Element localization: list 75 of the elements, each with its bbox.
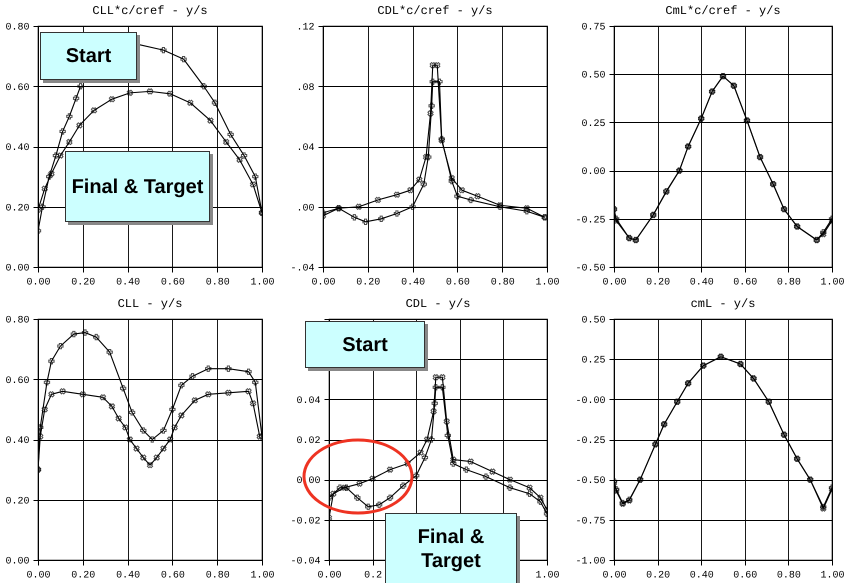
x-tick-label: 0.2 (364, 570, 382, 582)
y-tick-label: 0.60 (5, 82, 30, 94)
y-tick-label: 0.50 (581, 316, 606, 326)
x-tick-label: 0.60 (733, 570, 758, 582)
x-tick-label: 1.00 (535, 278, 560, 288)
y-tick-label: 0.40 (5, 143, 30, 154)
y-tick-label: 0.50 (581, 70, 606, 82)
callout-box: Start (40, 32, 137, 80)
x-tick-label: 0.40 (401, 278, 426, 288)
x-tick-label: 0.00 (26, 570, 51, 582)
y-tick-label: 0.20 (5, 496, 30, 508)
x-tick-label: 0.00 (602, 570, 627, 582)
x-tick-label: 0.60 (160, 278, 185, 288)
x-tick-label: 0.20 (646, 278, 670, 288)
x-tick-label: 1.00 (250, 570, 275, 582)
y-tick-label: 0.00 (581, 167, 606, 178)
x-tick-label: 0.00 (311, 278, 336, 288)
x-tick-label: 0.20 (646, 570, 670, 582)
y-tick-label: .12 (296, 22, 314, 34)
y-tick-label: 0.40 (5, 436, 30, 447)
y-tick-label: .00 (296, 203, 314, 214)
y-tick-label: -0.04 (290, 556, 320, 568)
y-tick-label: 0.80 (5, 316, 30, 326)
callout-box: Final & Target (385, 513, 517, 583)
y-tick-label: -0.50 (575, 264, 606, 274)
y-tick-label: 0.25 (581, 356, 606, 367)
chart-title: CmL*c/cref - y/s (665, 4, 781, 18)
callout-box: Final & Target (65, 151, 210, 222)
x-tick-label: 0.80 (206, 278, 230, 288)
callout-box: Start (305, 321, 425, 368)
y-tick-label: -0.25 (575, 436, 606, 447)
x-tick-label: 1.00 (820, 278, 845, 288)
y-tick-label: 0.04 (296, 396, 320, 407)
y-tick-label: .04 (296, 143, 314, 154)
x-tick-label: 0.40 (690, 278, 714, 288)
y-tick-label: 0.00 (5, 264, 30, 274)
y-tick-label: .08 (296, 82, 314, 94)
chart-title: CLL - y/s (118, 297, 182, 311)
x-tick-label: 0.60 (733, 278, 758, 288)
x-tick-label: 0.40 (690, 570, 714, 582)
y-tick-label: 0.80 (5, 22, 30, 34)
y-tick-label: 0.00 (5, 556, 30, 568)
x-tick-label: 0.80 (206, 570, 230, 582)
y-tick-label: 0.02 (296, 436, 320, 447)
chart-title: CDL - y/s (406, 297, 470, 311)
y-tick-label: -0.25 (575, 215, 606, 226)
x-tick-label: 0.20 (71, 278, 96, 288)
x-tick-label: 0.80 (490, 278, 515, 288)
y-tick-label: -0.00 (575, 396, 606, 407)
x-tick-label: 0.20 (71, 570, 96, 582)
x-tick-label: 0.80 (776, 278, 801, 288)
x-tick-label: 0.20 (356, 278, 380, 288)
x-tick-label: 0.60 (446, 278, 470, 288)
x-tick-label: 0.40 (116, 570, 140, 582)
y-tick-label: 0.60 (5, 376, 30, 387)
x-tick-label: 1.00 (535, 570, 560, 582)
x-tick-label: 0.40 (116, 278, 140, 288)
y-tick-label: -0.75 (575, 516, 606, 528)
chart-title: cmL - y/s (690, 297, 756, 311)
y-tick-label: 0.20 (5, 203, 30, 214)
x-tick-label: 0.00 (26, 278, 51, 288)
x-tick-label: 1.00 (250, 278, 275, 288)
y-tick-label: -.04 (290, 264, 314, 274)
y-tick-label: -1.00 (575, 556, 606, 568)
chart-title: CDL*c/cref - y/s (377, 4, 493, 18)
x-tick-label: 1.00 (820, 570, 845, 582)
x-tick-label: 0.60 (160, 570, 185, 582)
y-tick-label: -0.50 (575, 476, 606, 488)
x-tick-label: 0.00 (317, 570, 342, 582)
x-tick-label: 0.00 (602, 278, 627, 288)
y-tick-label: 0.75 (581, 22, 606, 34)
chart-title: CLL*c/cref - y/s (92, 4, 208, 18)
y-tick-label: 0.25 (581, 118, 606, 130)
y-tick-label: -0.02 (290, 516, 320, 528)
x-tick-label: 0.80 (776, 570, 801, 582)
